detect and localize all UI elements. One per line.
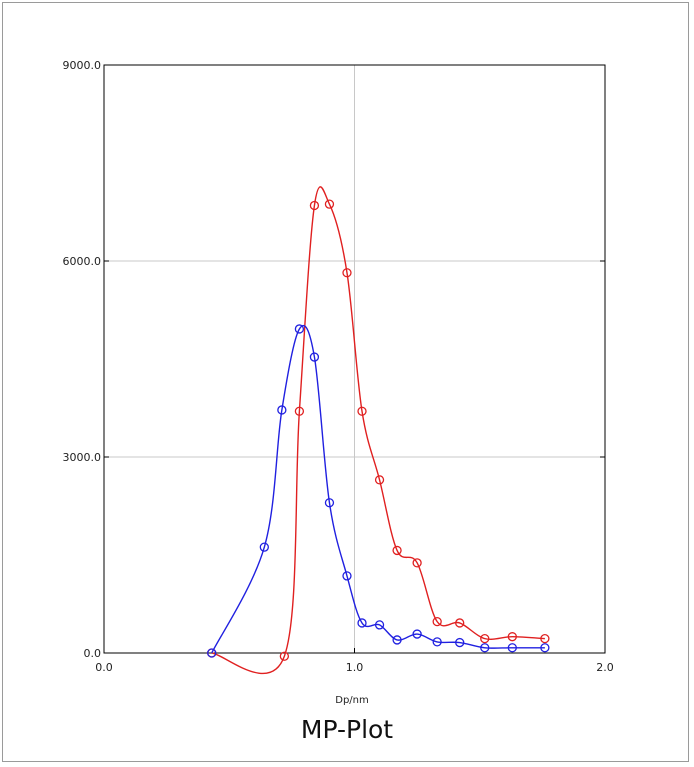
data-point [480, 643, 490, 653]
data-point [432, 637, 442, 647]
x-tick-label: 0.0 [95, 661, 113, 674]
data-point [374, 620, 385, 630]
data-point [392, 635, 402, 645]
data-point [294, 324, 305, 334]
data-point [540, 643, 550, 653]
data-point [324, 199, 335, 209]
data-point [455, 618, 465, 628]
x-tick-label: 1.0 [346, 661, 364, 674]
series-0 [207, 186, 550, 674]
x-tick-label: 2.0 [596, 661, 614, 674]
data-point [374, 475, 385, 485]
y-tick-label: 6000.0 [63, 255, 102, 268]
data-point [324, 498, 335, 508]
data-point [507, 632, 517, 642]
data-point [540, 633, 550, 644]
data-point [357, 406, 367, 416]
axis-ticks: 0.0 3000.0 6000.0 9000.0 0.0 1.0 2.0 [63, 59, 614, 674]
y-tick-label: 0.0 [84, 647, 102, 660]
y-tick-label: 9000.0 [63, 59, 102, 72]
data-point [309, 200, 320, 211]
series-1 [207, 324, 550, 658]
data-point [342, 571, 352, 581]
data-point [432, 616, 442, 627]
grid-lines [104, 65, 605, 653]
data-point [259, 542, 269, 552]
data-point [507, 643, 517, 653]
data-point [309, 352, 320, 362]
data-point [207, 648, 217, 658]
series-line [211, 324, 545, 654]
series-line [211, 186, 545, 674]
data-point [480, 633, 490, 644]
data-point [455, 637, 465, 648]
series-group [207, 186, 550, 674]
data-point [357, 618, 367, 628]
data-point [412, 629, 422, 639]
data-point [412, 558, 422, 568]
data-point [277, 405, 287, 415]
x-axis-label: Dp/nm [335, 695, 369, 706]
data-point [279, 651, 290, 661]
chart-title: MP-Plot [301, 715, 393, 744]
data-point [392, 545, 402, 556]
data-point [294, 406, 305, 416]
data-point [342, 268, 352, 278]
y-tick-label: 3000.0 [63, 451, 102, 464]
